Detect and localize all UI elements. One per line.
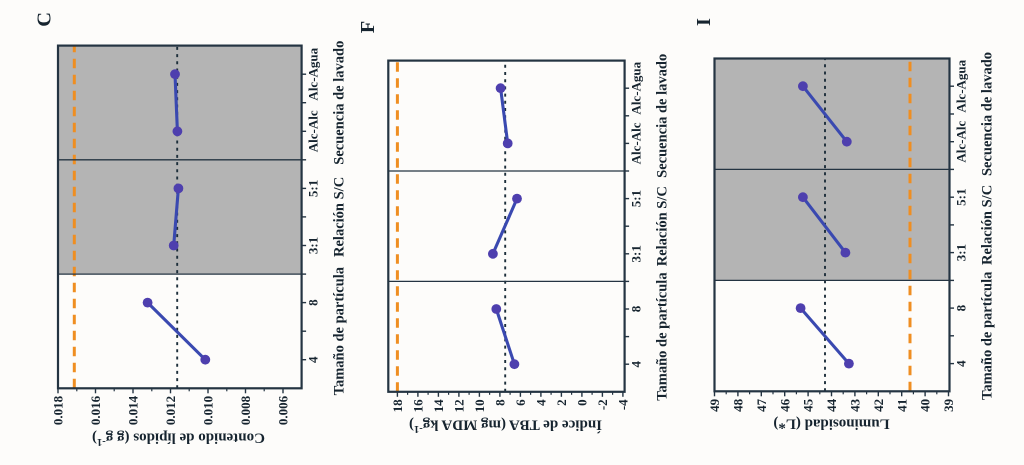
svg-text:4: 4 [954, 360, 969, 367]
svg-text:Relación S/C: Relación S/C [980, 185, 996, 265]
svg-text:Alc-Alc: Alc-Alc [629, 122, 644, 164]
svg-text:Tamaño de partícula: Tamaño de partícula [655, 272, 671, 401]
svg-text:Relación S/C: Relación S/C [332, 177, 348, 257]
svg-text:Alc-Agua: Alc-Agua [629, 61, 644, 114]
svg-text:42: 42 [871, 399, 886, 412]
svg-text:3:1: 3:1 [629, 245, 644, 262]
svg-text:10: 10 [472, 399, 487, 412]
svg-text:Relación S/C: Relación S/C [655, 186, 671, 266]
svg-text:0.006: 0.006 [276, 395, 291, 425]
svg-text:0.018: 0.018 [51, 395, 66, 425]
svg-text:Secuencia de lavado: Secuencia de lavado [332, 41, 348, 165]
svg-text:Alc-Alc: Alc-Alc [306, 110, 321, 152]
svg-text:Contenido de lípidos (g g-1): Contenido de lípidos (g g-1) [92, 430, 265, 448]
svg-text:Alc-Agua: Alc-Agua [954, 59, 969, 112]
svg-text:4: 4 [534, 399, 549, 406]
svg-text:I: I [693, 18, 715, 26]
svg-text:Secuencia de lavado: Secuencia de lavado [980, 52, 996, 176]
svg-text:39: 39 [941, 398, 956, 412]
svg-text:C: C [33, 12, 55, 27]
svg-text:3:1: 3:1 [306, 237, 321, 254]
svg-text:Luminosidad (L*): Luminosidad (L*) [773, 416, 889, 432]
svg-text:F: F [357, 21, 379, 34]
svg-text:5:1: 5:1 [954, 189, 969, 206]
svg-text:18: 18 [390, 399, 405, 413]
svg-text:0.012: 0.012 [163, 396, 178, 425]
svg-text:0.008: 0.008 [238, 395, 253, 425]
svg-text:8: 8 [306, 299, 321, 306]
svg-text:14: 14 [431, 399, 446, 413]
svg-text:44: 44 [824, 398, 839, 412]
svg-text:4: 4 [629, 360, 644, 367]
svg-text:6: 6 [513, 399, 528, 406]
svg-text:Alc-Agua: Alc-Agua [306, 47, 321, 100]
svg-text:48: 48 [731, 398, 746, 412]
svg-text:46: 46 [777, 398, 792, 412]
svg-text:49: 49 [707, 398, 722, 412]
svg-text:8: 8 [629, 305, 644, 312]
svg-text:Tamaño de partícula: Tamaño de partícula [980, 271, 996, 400]
svg-text:0: 0 [575, 399, 590, 406]
svg-text:8: 8 [493, 399, 508, 406]
svg-text:45: 45 [801, 398, 816, 412]
svg-text:Índice de TBA (mg MDA kg-1): Índice de TBA (mg MDA kg-1) [409, 417, 602, 435]
svg-text:0.016: 0.016 [88, 395, 103, 425]
svg-text:-4: -4 [616, 399, 631, 410]
svg-text:41: 41 [894, 399, 909, 412]
svg-text:4: 4 [306, 356, 321, 363]
svg-text:-2: -2 [595, 399, 610, 410]
svg-text:5:1: 5:1 [629, 190, 644, 207]
svg-text:12: 12 [452, 399, 467, 412]
svg-text:2: 2 [554, 399, 569, 406]
svg-text:3:1: 3:1 [954, 244, 969, 261]
svg-text:40: 40 [918, 399, 933, 412]
svg-text:0.014: 0.014 [126, 395, 141, 425]
svg-text:0.010: 0.010 [201, 396, 216, 425]
svg-text:Secuencia de lavado: Secuencia de lavado [655, 54, 671, 178]
svg-text:43: 43 [848, 398, 863, 412]
svg-text:47: 47 [754, 398, 769, 412]
svg-text:16: 16 [411, 399, 426, 413]
svg-text:5:1: 5:1 [306, 180, 321, 197]
svg-text:Tamaño de partícula: Tamaño de partícula [332, 266, 348, 395]
svg-text:8: 8 [954, 304, 969, 311]
svg-text:Alc-Alc: Alc-Alc [954, 121, 969, 163]
